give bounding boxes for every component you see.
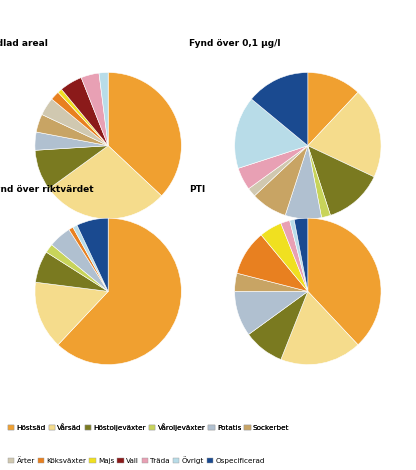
Wedge shape (49, 146, 161, 219)
Text: Odlad areal: Odlad areal (0, 39, 48, 48)
Wedge shape (255, 146, 308, 215)
Wedge shape (249, 291, 308, 360)
Wedge shape (251, 72, 308, 146)
Wedge shape (235, 273, 308, 291)
Wedge shape (108, 72, 181, 196)
Wedge shape (36, 115, 108, 146)
Wedge shape (81, 73, 108, 146)
Wedge shape (46, 245, 108, 291)
Wedge shape (58, 89, 108, 146)
Wedge shape (42, 99, 108, 146)
Wedge shape (294, 218, 308, 291)
Wedge shape (308, 146, 374, 215)
Wedge shape (237, 235, 308, 291)
Wedge shape (99, 72, 108, 146)
Wedge shape (281, 220, 308, 291)
Wedge shape (35, 252, 108, 291)
Wedge shape (73, 225, 108, 291)
Wedge shape (308, 72, 358, 146)
Text: PTI: PTI (189, 185, 205, 194)
Wedge shape (52, 229, 108, 291)
Wedge shape (281, 291, 358, 365)
Text: Fynd över 0,1 µg/l: Fynd över 0,1 µg/l (189, 39, 280, 48)
Wedge shape (249, 146, 308, 196)
Wedge shape (35, 146, 108, 189)
Wedge shape (35, 282, 108, 345)
Text: Fynd över riktvärdet: Fynd över riktvärdet (0, 185, 94, 194)
Wedge shape (235, 99, 308, 168)
Wedge shape (58, 218, 181, 365)
Wedge shape (52, 92, 108, 146)
Wedge shape (238, 146, 308, 189)
Wedge shape (235, 291, 308, 335)
Wedge shape (290, 219, 308, 291)
Wedge shape (261, 223, 308, 291)
Wedge shape (62, 78, 108, 146)
Wedge shape (308, 218, 381, 345)
Wedge shape (35, 132, 108, 150)
Legend: Höstsäd, Vårsäd, Höstoljeväxter, Våroljeväxter, Potatis, Sockerbet: Höstsäd, Vårsäd, Höstoljeväxter, Vårolje… (8, 423, 290, 431)
Legend: Ärter, Köksväxter, Majs, Vall, Träda, Övrigt, Ospecificerad: Ärter, Köksväxter, Majs, Vall, Träda, Öv… (8, 456, 265, 464)
Wedge shape (308, 146, 330, 218)
Wedge shape (69, 227, 108, 291)
Wedge shape (77, 218, 108, 291)
Wedge shape (308, 92, 381, 177)
Wedge shape (285, 146, 322, 219)
